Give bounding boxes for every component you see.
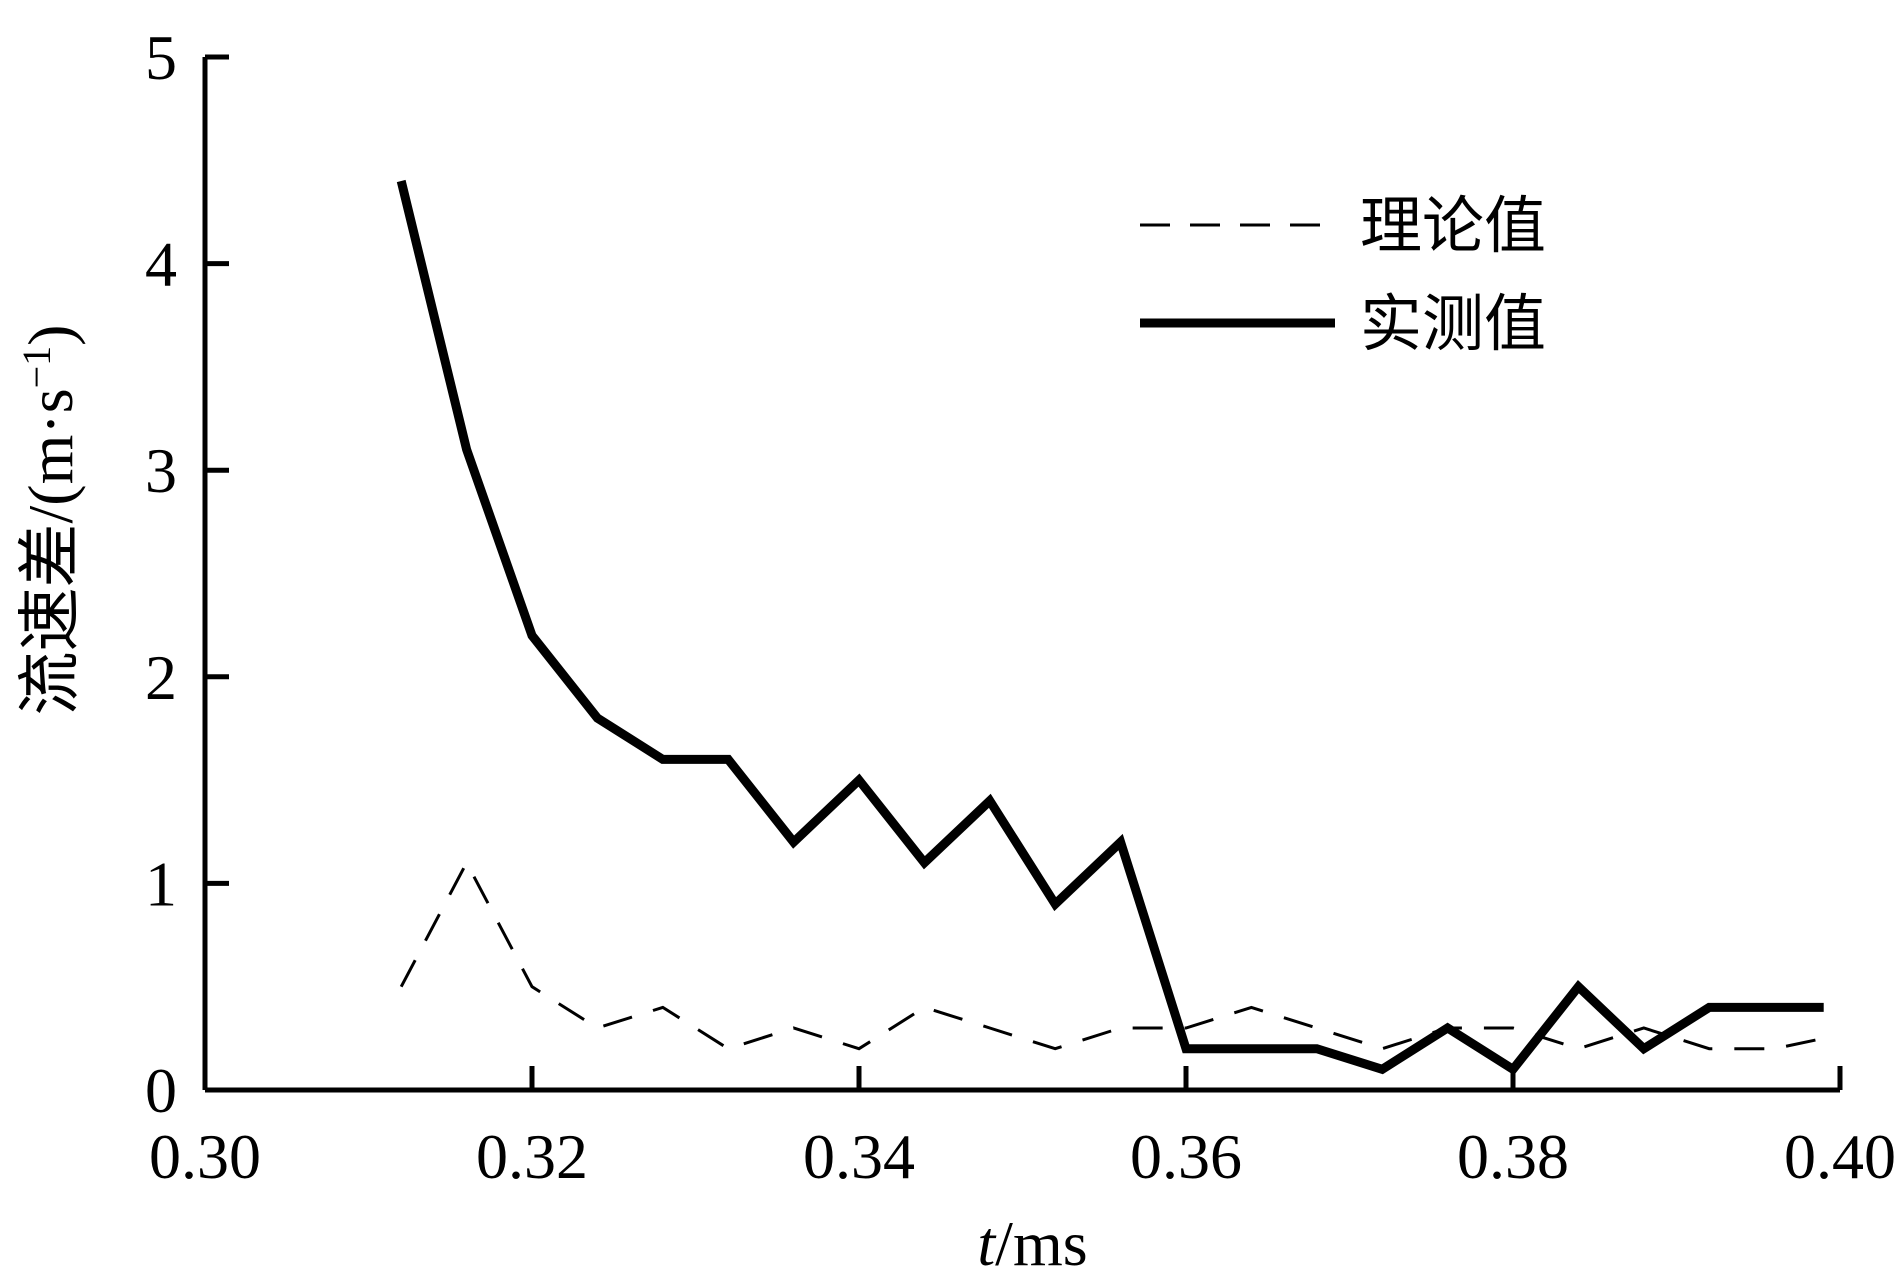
y-axis-title: 流速差/(m·s−1) bbox=[14, 325, 87, 716]
y-axis-label-close: ) bbox=[15, 325, 86, 346]
series-line-measured bbox=[396, 179, 1824, 1076]
x-axis-title: t/ms bbox=[977, 1208, 1087, 1279]
y-tick-label: 4 bbox=[145, 229, 177, 300]
y-tick-label: 0 bbox=[145, 1055, 177, 1126]
x-tick-label: 0.36 bbox=[1130, 1121, 1242, 1192]
axes bbox=[202, 57, 1840, 1093]
legend: 理论值 实测值 bbox=[1140, 189, 1546, 360]
x-axis-variable: t bbox=[977, 1208, 997, 1279]
x-tick-label: 0.34 bbox=[803, 1121, 915, 1192]
x-axis-unit: /ms bbox=[995, 1208, 1087, 1279]
y-axis-label-main: 流速差/(m·s bbox=[15, 388, 86, 715]
x-tick-label: 0.30 bbox=[149, 1121, 261, 1192]
series-lines bbox=[396, 179, 1825, 1076]
series-line-theoretical bbox=[399, 859, 1825, 1051]
y-axis-label-exponent: −1 bbox=[14, 346, 59, 389]
y-tick-label: 5 bbox=[145, 22, 177, 93]
x-tick-label: 0.32 bbox=[476, 1121, 588, 1192]
y-tick-label: 3 bbox=[145, 435, 177, 506]
legend-label-measured: 实测值 bbox=[1360, 287, 1546, 360]
y-tick-label: 1 bbox=[145, 848, 177, 919]
x-tick-label: 0.38 bbox=[1457, 1121, 1569, 1192]
legend-label-theoretical: 理论值 bbox=[1360, 189, 1546, 262]
y-tick-label: 2 bbox=[145, 642, 177, 713]
x-tick-label: 0.40 bbox=[1784, 1121, 1896, 1192]
ticks: 0 1 2 3 4 5 0.30 0.32 0.34 0.36 0.38 0.40 bbox=[145, 22, 1896, 1192]
